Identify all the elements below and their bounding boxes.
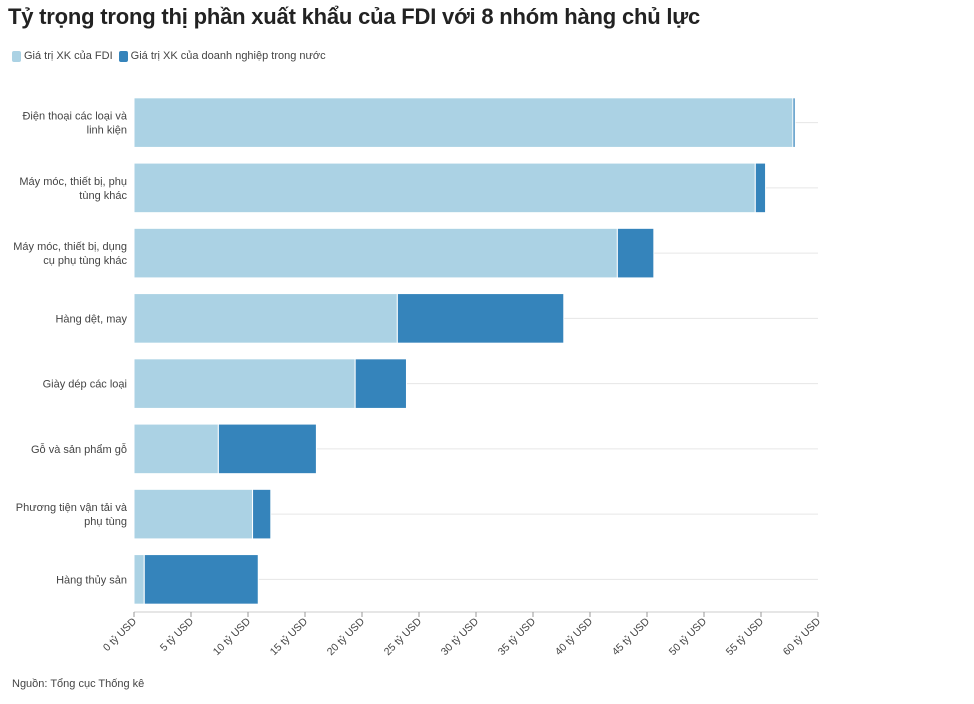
- source-note: Nguồn: Tổng cục Thống kê: [12, 678, 145, 690]
- category-label-line: Phương tiện vận tải và: [16, 502, 128, 514]
- legend-swatch-fdi: [12, 50, 21, 62]
- bar-domestic[interactable]: [143, 554, 259, 605]
- category-label-line: Hàng thủy sản: [56, 574, 127, 586]
- x-tick-label: 10 tỷ USD: [211, 615, 254, 658]
- legend-swatch-domestic: [118, 50, 128, 62]
- category-label-line: Máy móc, thiết bị, phụ: [19, 176, 127, 188]
- bar-domestic[interactable]: [217, 423, 317, 475]
- legend-label-domestic: Giá trị XK của doanh nghiệp trong nước: [130, 50, 326, 62]
- x-tick-label: 30 tỷ USD: [439, 615, 482, 658]
- category-label: Hàng thủy sản: [56, 574, 127, 586]
- bar-domestic[interactable]: [396, 293, 565, 344]
- bar-fdi[interactable]: [133, 162, 756, 214]
- legend-item-domestic[interactable]: Giá trị XK của doanh nghiệp trong nước: [118, 50, 326, 62]
- category-label-line: Điện thoại các loại và: [22, 111, 127, 123]
- bar-fdi[interactable]: [133, 293, 398, 344]
- category-label-line: Giày dép các loại: [43, 379, 127, 391]
- category-label-line: Hàng dệt, may: [55, 313, 127, 325]
- category-label-line: phụ tùng: [84, 516, 127, 528]
- x-tick-label: 40 tỷ USD: [553, 615, 596, 658]
- x-tick-label: 55 tỷ USD: [724, 615, 767, 658]
- category-label-line: tùng khác: [79, 190, 127, 202]
- x-tick-label: 15 tỷ USD: [268, 615, 311, 658]
- x-tick-label: 25 tỷ USD: [382, 615, 425, 658]
- category-label-line: cụ phụ tùng khác: [43, 255, 127, 267]
- category-label: Phương tiện vận tải và phụ tùng: [16, 502, 128, 528]
- chart-title: Tỷ trọng trong thị phần xuất khẩu của FD…: [8, 4, 701, 29]
- bar-domestic[interactable]: [354, 358, 407, 409]
- category-label-line: Máy móc, thiết bị, dụng: [13, 241, 127, 253]
- category-label-line: Gỗ và sản phẩm gỗ: [31, 443, 127, 456]
- x-tick-label: 0 tỷ USD: [101, 615, 139, 653]
- bar-fdi[interactable]: [133, 227, 618, 279]
- legend-label-fdi: Giá trị XK của FDI: [24, 50, 113, 62]
- category-label: Máy móc, thiết bị, dụng cụ phụ tùng khác: [13, 241, 127, 267]
- bar-domestic[interactable]: [792, 97, 796, 148]
- category-label-line: linh kiện: [87, 125, 127, 137]
- bar-fdi[interactable]: [133, 97, 794, 148]
- x-tick-label: 20 tỷ USD: [325, 615, 368, 658]
- x-tick-label: 5 tỷ USD: [158, 615, 196, 653]
- x-tick-label: 60 tỷ USD: [781, 615, 824, 658]
- bar-domestic[interactable]: [616, 227, 655, 279]
- bar-fdi[interactable]: [133, 358, 356, 409]
- category-label: Hàng dệt, may: [55, 313, 127, 325]
- bar-domestic[interactable]: [252, 488, 272, 540]
- bar-fdi[interactable]: [133, 488, 254, 540]
- bar-fdi[interactable]: [133, 423, 219, 475]
- bar-fdi[interactable]: [133, 554, 145, 605]
- category-label: Điện thoại các loại và linh kiện: [22, 111, 127, 137]
- legend-item-fdi[interactable]: Giá trị XK của FDI: [12, 50, 113, 62]
- bar-domestic[interactable]: [754, 162, 767, 214]
- x-tick-label: 50 tỷ USD: [667, 615, 710, 658]
- x-tick-label: 45 tỷ USD: [610, 615, 653, 658]
- x-tick-label: 35 tỷ USD: [496, 615, 539, 658]
- category-label: Gỗ và sản phẩm gỗ: [31, 443, 127, 456]
- category-label: Giày dép các loại: [43, 379, 127, 391]
- category-label: Máy móc, thiết bị, phụ tùng khác: [19, 176, 127, 202]
- legend: Giá trị XK của FDI Giá trị XK của doanh …: [12, 50, 332, 62]
